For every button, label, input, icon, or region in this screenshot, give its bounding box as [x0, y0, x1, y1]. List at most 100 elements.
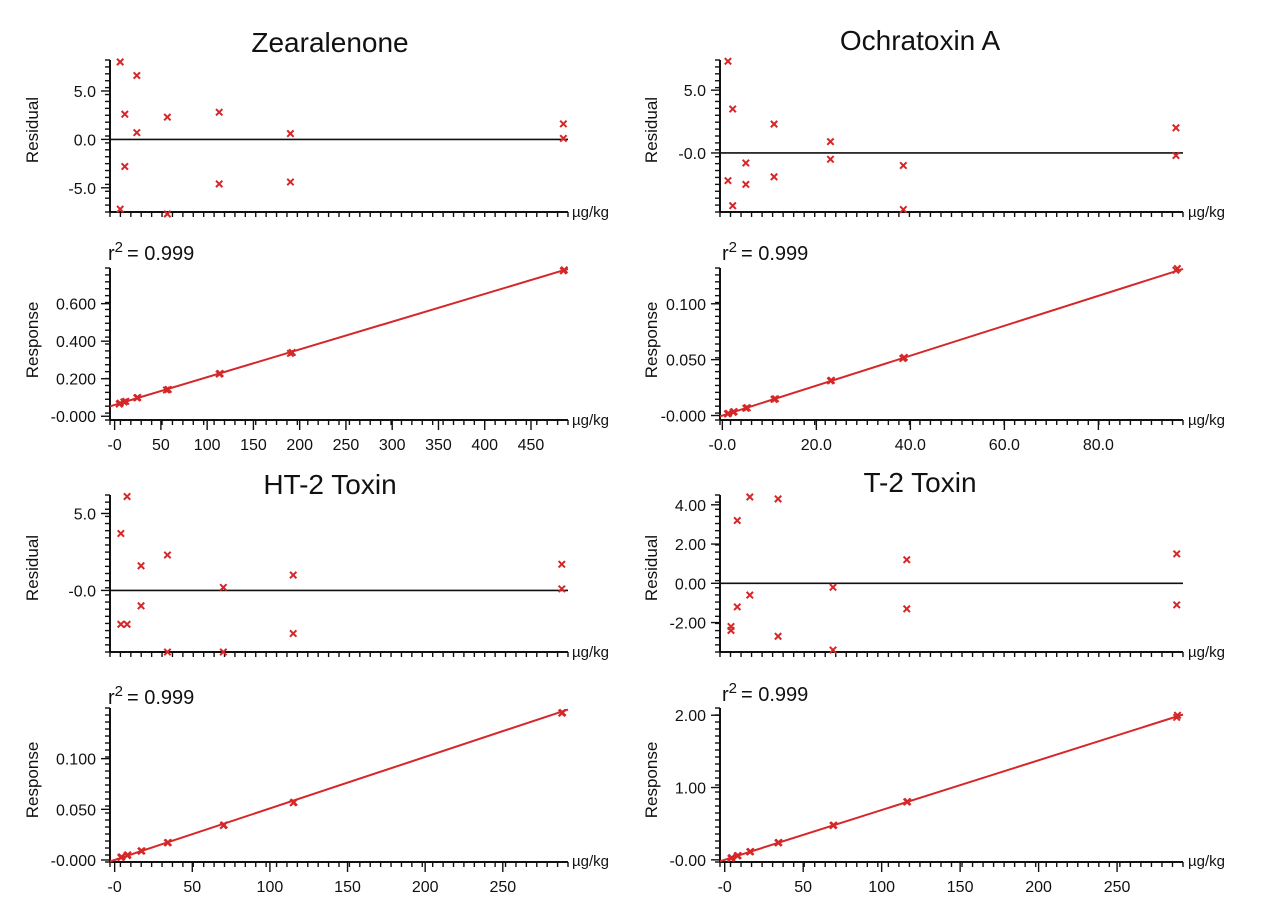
residual-x-unit: µg/kg — [572, 644, 609, 661]
residual-plot-area: 5.0 -0.0 — [678, 57, 1184, 217]
data-point — [745, 591, 754, 599]
y-tick-label: 0.400 — [56, 334, 96, 351]
y-tick-label: -0.000 — [661, 409, 706, 426]
residual-x-unit: µg/kg — [1188, 204, 1225, 221]
r2-label: r2 = 0.999 — [722, 239, 808, 265]
y-tick-label: -0.000 — [51, 853, 96, 870]
residual-plot: Residual µg/kg 5.0 0.0 -5.0 — [23, 58, 609, 221]
data-point — [741, 180, 750, 189]
chart-t2-toxin: T-2 Toxin Residual µg/kg 4.00 2.00 0.00 -2.… — [642, 467, 1225, 896]
data-point — [829, 583, 837, 592]
response-plot-area: -0.000 0.050 0.100 -0.0 20.0 40.0 60.0 80.0 — [661, 264, 1184, 454]
x-tick-label: 150 — [947, 879, 974, 896]
x-tick-label: 60.0 — [989, 437, 1020, 454]
residual-y-label: Residual — [642, 97, 661, 163]
response-x-unit: µg/kg — [1188, 412, 1225, 429]
y-tick-label: -2.00 — [670, 616, 707, 633]
x-tick-label: 100 — [194, 437, 221, 454]
data-point — [163, 551, 172, 559]
data-point — [137, 561, 145, 570]
x-tick-label: 250 — [1104, 879, 1131, 896]
response-y-label: Response — [642, 742, 661, 819]
data-point — [559, 119, 568, 128]
data-point — [770, 120, 778, 128]
chart-zearalenone: Zearalenone Residual µg/kg 5.0 0.0 -5.0 r2… — [23, 27, 609, 454]
chart-ht2-toxin: HT-2 Toxin Residual µg/kg 5.0 -0.0 r2 = 0.… — [23, 469, 609, 896]
y-tick-label: -0.00 — [670, 853, 707, 870]
data-point — [770, 172, 778, 181]
y-tick-label: -0.0 — [68, 583, 96, 600]
data-point — [745, 493, 754, 501]
x-tick-label: 150 — [334, 879, 361, 896]
data-point — [164, 385, 173, 394]
data-point — [289, 571, 298, 579]
data-point — [734, 851, 742, 860]
y-tick-label: -0.000 — [51, 409, 96, 426]
r2-label: r2 = 0.999 — [108, 683, 194, 709]
data-point — [133, 393, 142, 402]
data-point — [1173, 711, 1182, 720]
data-point — [826, 155, 835, 164]
data-point — [1172, 549, 1181, 558]
data-point — [220, 821, 229, 829]
y-tick-label: 0.100 — [56, 752, 96, 769]
residual-x-unit: µg/kg — [572, 204, 609, 221]
data-point — [123, 620, 131, 629]
data-point — [724, 57, 732, 66]
x-tick-label: 40.0 — [895, 437, 926, 454]
response-plot: r2 = 0.999 Response µg/kg -0.000 0.050 0.10… — [642, 239, 1225, 454]
data-point — [120, 110, 129, 119]
data-point — [559, 134, 568, 143]
response-x-unit: µg/kg — [572, 412, 609, 429]
data-point — [289, 629, 298, 638]
fit-line — [719, 267, 1184, 418]
x-tick-label: 250 — [489, 879, 516, 896]
data-point — [774, 838, 783, 847]
data-point — [557, 560, 566, 569]
x-tick-label: 80.0 — [1083, 437, 1114, 454]
fit-line — [109, 708, 569, 863]
data-point — [727, 626, 735, 635]
data-point — [286, 129, 295, 138]
data-point — [560, 265, 569, 274]
y-tick-label: 0.200 — [56, 372, 96, 389]
chart-title: HT-2 Toxin — [263, 469, 396, 500]
x-tick-label: 250 — [333, 437, 360, 454]
data-point — [899, 161, 908, 170]
y-tick-label: -0.0 — [678, 146, 706, 163]
data-point — [724, 176, 732, 185]
data-point — [164, 838, 173, 847]
data-point — [774, 632, 782, 641]
data-point — [558, 708, 567, 717]
data-point — [123, 492, 131, 501]
response-plot: r2 = 0.999 Response µg/kg -0.000 0.050 0.10… — [23, 683, 609, 896]
y-tick-label: 0.100 — [666, 297, 706, 314]
y-tick-label: 0.00 — [675, 576, 706, 593]
residual-plot-area: 5.0 -0.0 — [68, 492, 569, 657]
data-point — [132, 128, 141, 137]
x-tick-label: 100 — [868, 879, 895, 896]
data-point — [1172, 123, 1180, 132]
y-tick-label: 1.00 — [675, 781, 706, 798]
x-tick-label: 450 — [518, 437, 545, 454]
x-tick-label: 200 — [286, 437, 313, 454]
data-point — [215, 108, 224, 117]
y-tick-label: 0.0 — [74, 132, 96, 149]
x-tick-label: 50 — [183, 879, 201, 896]
data-point — [829, 821, 838, 830]
data-point — [219, 648, 228, 656]
residual-x-unit: µg/kg — [1188, 644, 1225, 661]
data-point — [288, 348, 297, 357]
residual-plot: Residual µg/kg 4.00 2.00 0.00 -2.00 — [642, 493, 1225, 661]
data-point — [733, 602, 742, 611]
data-point — [902, 555, 911, 564]
response-x-unit: µg/kg — [1188, 853, 1225, 870]
response-plot: r2 = 0.999 Response µg/kg -0.001.002.00-0… — [642, 680, 1225, 896]
response-plot-area: -0.000 0.050 0.100 -0 50 100 150 200 250 — [51, 707, 569, 896]
x-tick-label: -0.0 — [709, 437, 737, 454]
x-tick-label: -0 — [718, 879, 732, 896]
data-point — [120, 162, 129, 171]
data-point — [902, 604, 911, 613]
x-tick-label: 100 — [257, 879, 284, 896]
data-point — [826, 137, 835, 146]
